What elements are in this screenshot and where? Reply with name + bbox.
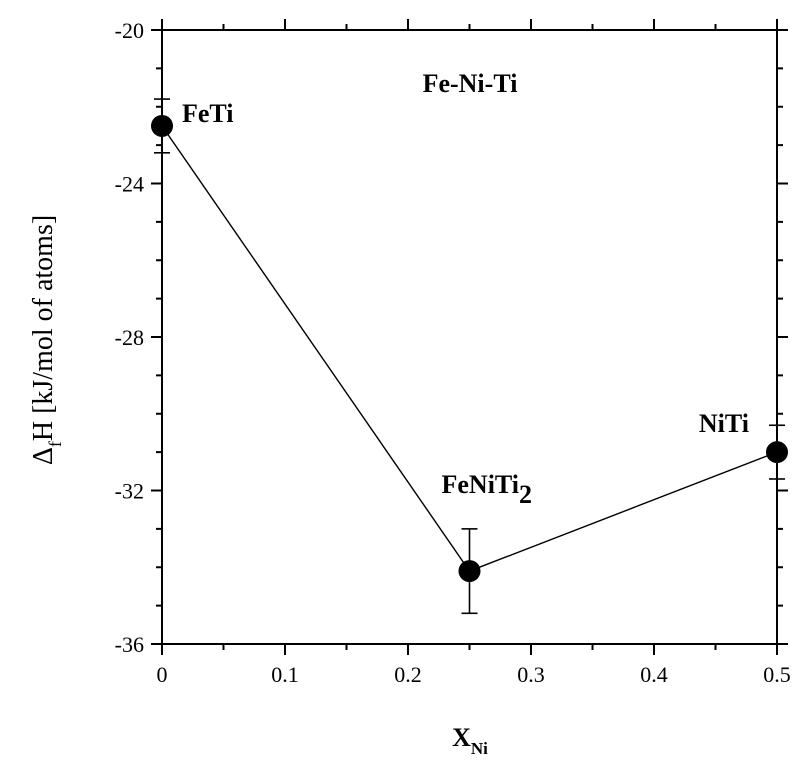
chart-title: Fe-Ni-Ti bbox=[423, 69, 518, 98]
plot-frame bbox=[161, 29, 778, 645]
x-tick-label: 0.3 bbox=[517, 662, 545, 687]
x-axis-title-main: X bbox=[452, 723, 471, 752]
series: FeTi FeNiTi2 NiTi bbox=[151, 98, 788, 615]
x-tick-label: 0.5 bbox=[763, 662, 791, 687]
data-point-label: FeNiTi2 bbox=[442, 470, 533, 509]
data-point-label: NiTi bbox=[699, 409, 749, 438]
data-point-label: FeTi bbox=[182, 99, 234, 128]
y-tick-labels: -36 -32 -28 -24 -20 bbox=[115, 18, 144, 657]
data-point bbox=[458, 560, 481, 583]
data-point bbox=[151, 114, 173, 137]
x-tick-label: 0.4 bbox=[640, 662, 668, 687]
y-tick-label: -24 bbox=[115, 172, 144, 197]
x-axis-title: XNi bbox=[452, 723, 488, 758]
y-axis-title-delta: Δ bbox=[28, 447, 59, 465]
x-axis-title-sub: Ni bbox=[471, 739, 488, 758]
data-point-label-main: NiTi bbox=[699, 409, 749, 438]
y-tick-label: -20 bbox=[115, 18, 144, 43]
y-tick-label: -36 bbox=[115, 632, 144, 657]
data-point-label-main: FeNiTi bbox=[442, 470, 520, 499]
x-tick-labels: 0 0.1 0.2 0.3 0.4 0.5 bbox=[157, 662, 791, 687]
y-axis-title-sub: f bbox=[45, 441, 65, 447]
y-axis-title: ΔfH [kJ/mol of atoms] bbox=[28, 215, 65, 465]
y-axis-title-rest: H [kJ/mol of atoms] bbox=[28, 215, 59, 441]
series-line bbox=[161, 125, 778, 572]
y-tick-label: -28 bbox=[115, 325, 144, 350]
x-tick-label: 0.1 bbox=[271, 662, 299, 687]
y-tick-label: -32 bbox=[115, 479, 144, 504]
data-point-label-main: FeTi bbox=[182, 99, 234, 128]
data-point bbox=[766, 441, 788, 464]
x-tick-label: 0 bbox=[157, 662, 168, 687]
x-tick-label: 0.2 bbox=[394, 662, 422, 687]
data-point-label-sub: 2 bbox=[519, 480, 532, 509]
